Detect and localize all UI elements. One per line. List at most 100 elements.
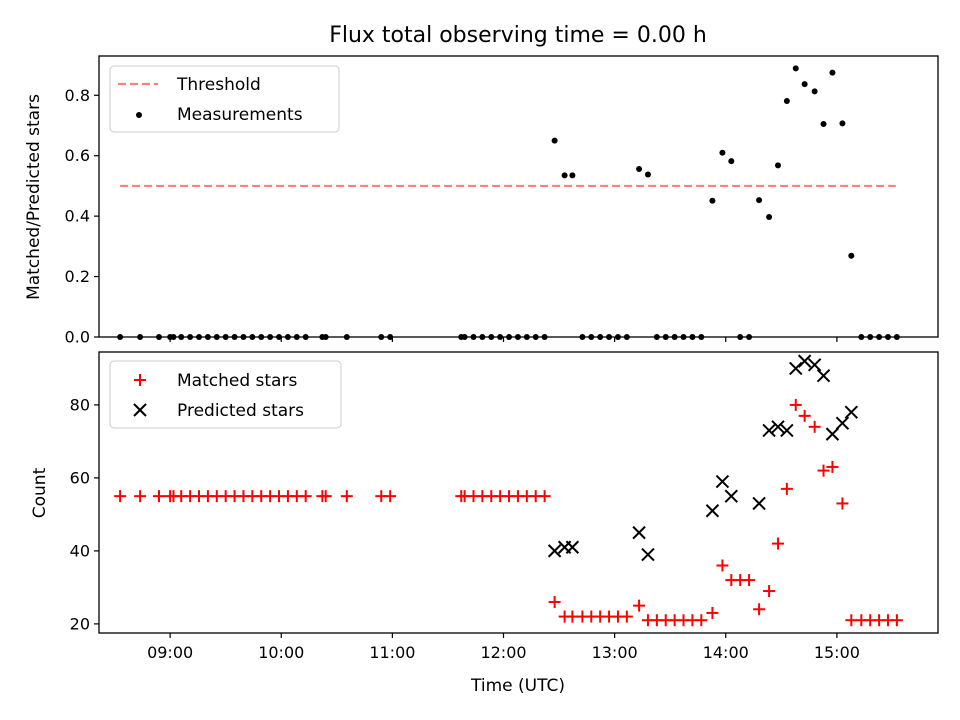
top-legend: Threshold Measurements — [109, 65, 340, 133]
data-point — [792, 65, 799, 72]
data-point — [548, 595, 561, 608]
data-point — [780, 482, 793, 495]
data-point — [798, 409, 811, 422]
bottom-x-tick-label: 09:00 — [147, 643, 193, 662]
bottom-y-tick-label: 60 — [70, 468, 90, 487]
data-point — [890, 614, 903, 627]
bottom-axes-frame — [98, 351, 939, 634]
data-point — [715, 474, 730, 489]
legend-measurements-label: Measurements — [177, 105, 303, 125]
series-predicted-stars — [547, 354, 859, 562]
data-point — [384, 490, 397, 503]
bottom-x-ticks: 09:00 10:00 11:00 12:00 13:00 14:00 15:00 — [147, 633, 860, 662]
legend-measurements-marker — [136, 112, 142, 118]
bottom-x-tick-label: 14:00 — [703, 643, 749, 662]
data-point — [538, 490, 551, 503]
data-point — [826, 460, 839, 473]
data-point — [565, 540, 580, 554]
data-point — [716, 559, 729, 572]
top-y-tick-label: 0.2 — [65, 267, 90, 286]
bottom-x-tick-label: 11:00 — [369, 643, 415, 662]
data-point — [695, 614, 708, 627]
bottom-y-tick-label: 80 — [70, 395, 90, 414]
data-point — [816, 369, 831, 383]
data-point — [153, 490, 166, 503]
data-point — [547, 544, 562, 558]
data-point — [771, 537, 784, 550]
data-point — [763, 585, 776, 598]
data-point — [728, 158, 735, 165]
data-point — [774, 162, 781, 169]
bottom-x-tick-label: 15:00 — [814, 643, 860, 662]
data-point — [633, 599, 646, 612]
bottom-panel: 20 40 60 80 09:00 10:00 11:00 12:00 13:00 14:00 1… — [30, 351, 939, 696]
data-point — [706, 606, 719, 619]
legend-matched-marker — [134, 374, 146, 386]
data-point — [836, 497, 849, 510]
data-point — [551, 137, 558, 144]
bottom-legend: Matched stars Predicted stars — [109, 360, 342, 429]
data-point — [620, 610, 633, 623]
data-point — [783, 98, 790, 105]
data-point — [636, 166, 643, 173]
data-point — [632, 525, 646, 540]
data-point — [641, 547, 655, 562]
bottom-y-ticks: 20 40 60 80 — [70, 395, 99, 633]
chart-title: Flux total observing time = 0.00 h — [329, 23, 707, 48]
data-point — [811, 88, 818, 95]
data-point — [789, 398, 802, 411]
data-point — [789, 361, 803, 376]
data-point — [797, 354, 812, 368]
data-point — [845, 614, 858, 627]
data-point — [780, 423, 794, 438]
data-point — [844, 405, 859, 419]
data-point — [756, 197, 763, 204]
bottom-x-tick-label: 10:00 — [258, 643, 304, 662]
bottom-y-tick-label: 40 — [70, 541, 90, 560]
data-point — [705, 504, 720, 518]
top-legend-box — [109, 65, 340, 133]
data-point — [561, 172, 568, 179]
bottom-y-axis-label: Count — [30, 467, 50, 518]
data-point — [709, 197, 716, 204]
top-y-ticks: 0.0 0.2 0.4 0.6 0.8 — [65, 86, 99, 347]
bottom-y-tick-label: 20 — [70, 614, 90, 633]
top-y-tick-label: 0.6 — [65, 146, 90, 165]
data-point — [753, 603, 766, 616]
data-point — [808, 420, 821, 433]
legend-matched-label: Matched stars — [177, 371, 297, 391]
series-matched-stars — [114, 398, 903, 627]
bottom-legend-box — [109, 360, 342, 429]
top-axes-frame — [98, 55, 939, 338]
bottom-marks — [114, 354, 903, 627]
data-point — [766, 214, 773, 221]
data-point — [340, 490, 353, 503]
legend-predicted-label: Predicted stars — [177, 401, 304, 421]
data-point — [835, 416, 850, 430]
data-point — [566, 610, 579, 623]
bottom-x-tick-label: 12:00 — [480, 643, 526, 662]
data-point — [807, 358, 822, 372]
data-point — [829, 69, 836, 76]
bottom-x-tick-label: 13:00 — [592, 643, 638, 662]
legend-threshold-label: Threshold — [176, 75, 261, 95]
top-y-tick-label: 0.8 — [65, 86, 90, 105]
top-x-ticks — [169, 337, 838, 342]
top-y-axis-label: Matched/Predicted stars — [24, 94, 44, 300]
data-point — [839, 120, 846, 127]
top-y-tick-label: 0.0 — [65, 328, 90, 347]
data-point — [569, 172, 576, 179]
data-point — [825, 427, 840, 441]
top-panel: 0.00.20.40.60.8 Matched/Predicted stars … — [24, 55, 939, 347]
data-point — [743, 574, 756, 587]
data-point — [719, 149, 726, 156]
data-point — [801, 81, 808, 88]
data-point — [724, 489, 739, 503]
data-point — [134, 490, 147, 503]
data-point — [771, 420, 785, 434]
data-point — [817, 464, 830, 477]
data-point — [752, 496, 766, 511]
data-point — [114, 490, 127, 503]
legend-predicted-marker — [133, 403, 147, 417]
